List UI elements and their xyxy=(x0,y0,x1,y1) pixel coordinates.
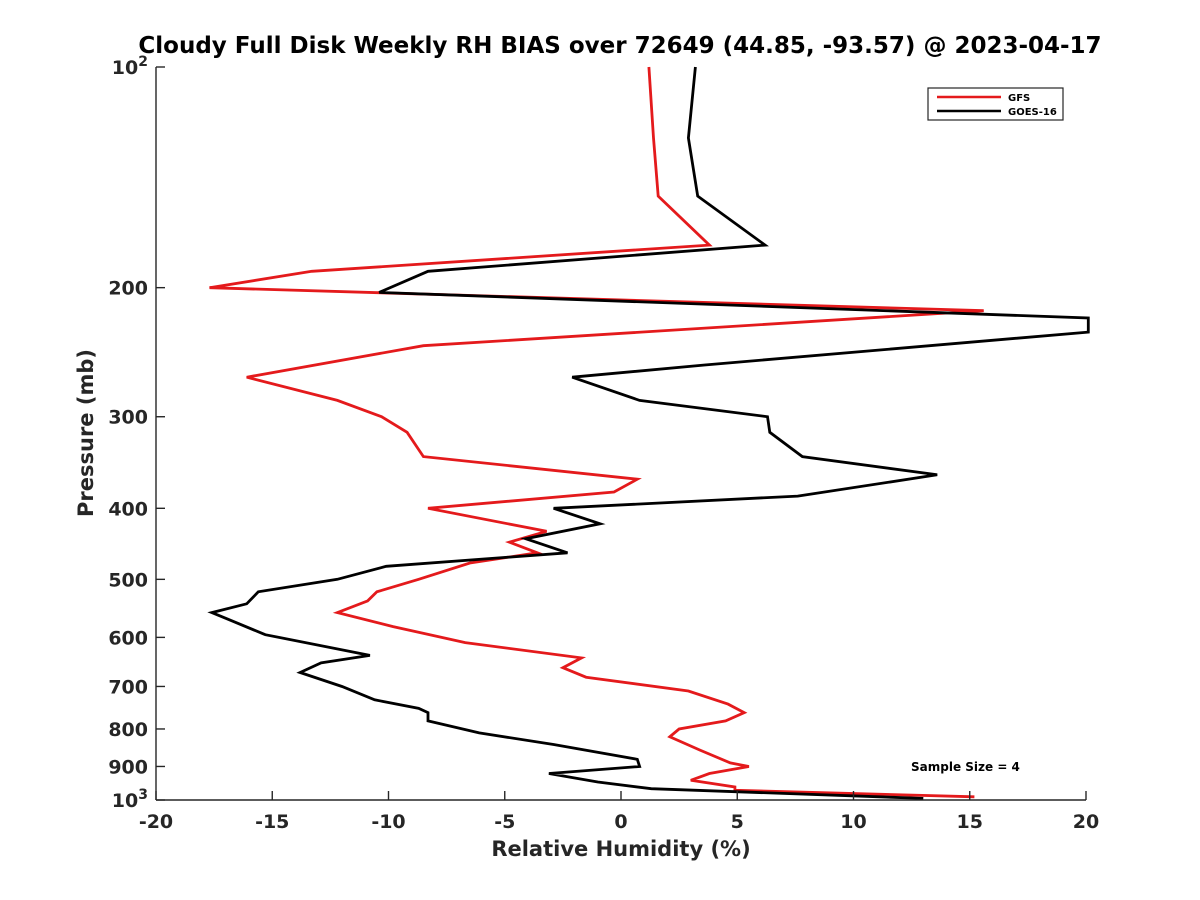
legend: GFS GOES-16 xyxy=(927,87,1064,121)
sample-size-annotation: Sample Size = 4 xyxy=(911,760,1020,774)
y-tick-label: 102 xyxy=(112,54,148,79)
x-axis-ticks: -20 -15 -10 -5 0 5 10 15 20 xyxy=(139,791,1099,833)
x-tick-label: 10 xyxy=(840,811,866,833)
legend-label-gfs: GFS xyxy=(1008,93,1030,104)
x-tick-label: -5 xyxy=(494,811,515,833)
y-tick-label: 400 xyxy=(108,498,148,520)
x-tick-label: 5 xyxy=(731,811,744,833)
y-axis-ticks: 102 200 300 400 500 600 700 800 900 103 xyxy=(108,54,165,812)
x-tick-label: 20 xyxy=(1073,811,1099,833)
y-tick-label: 200 xyxy=(108,278,148,300)
x-tick-label: 0 xyxy=(614,811,627,833)
y-tick-label: 300 xyxy=(108,407,148,429)
y-tick-label: 700 xyxy=(108,676,148,698)
x-tick-label: -15 xyxy=(255,811,289,833)
y-axis-label: Pressure (mb) xyxy=(74,349,98,517)
plot-area xyxy=(156,67,1086,800)
y-tick-label: 600 xyxy=(108,627,148,649)
y-tick-label: 500 xyxy=(108,569,148,591)
series-lines xyxy=(207,66,1090,800)
legend-label-goes16: GOES-16 xyxy=(1008,107,1057,118)
x-tick-label: -10 xyxy=(371,811,405,833)
legend-box xyxy=(927,87,1064,121)
series-line-goes16 xyxy=(207,66,1090,800)
x-axis-label: Relative Humidity (%) xyxy=(491,837,750,861)
y-tick-label: 800 xyxy=(108,719,148,741)
y-tick-label: 103 xyxy=(112,787,148,812)
x-tick-label: 15 xyxy=(957,811,983,833)
chart-title: Cloudy Full Disk Weekly RH BIAS over 726… xyxy=(138,33,1101,59)
y-tick-label: 900 xyxy=(108,756,148,778)
x-tick-label: -20 xyxy=(139,811,173,833)
series-line-gfs xyxy=(209,66,984,799)
